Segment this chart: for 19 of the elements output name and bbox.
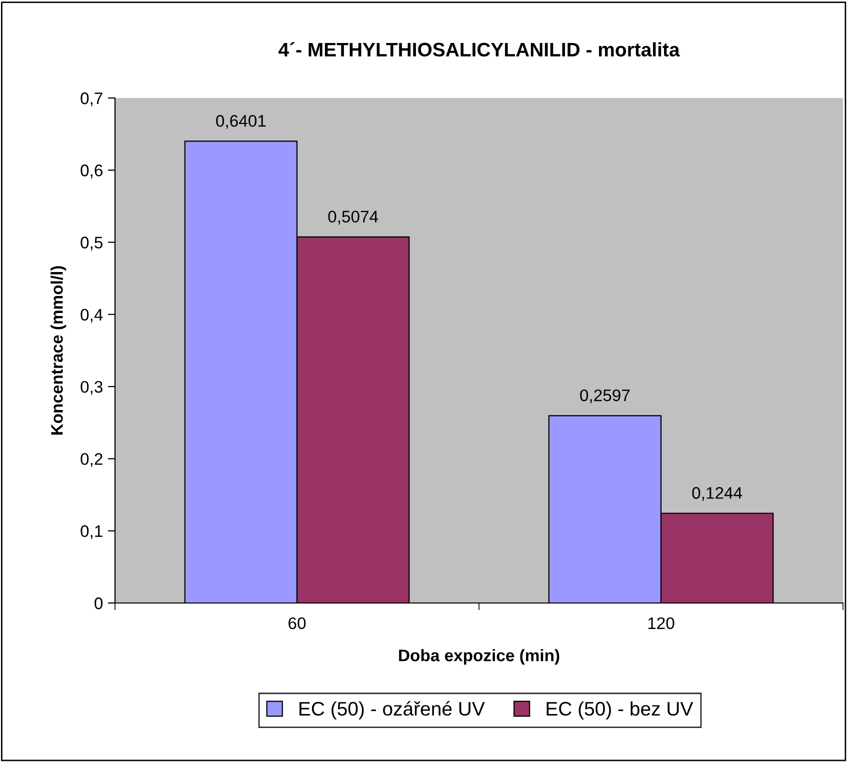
- y-tick-label: 0,2: [80, 453, 102, 467]
- x-axis-title: Doba expozice (min): [399, 649, 560, 665]
- y-tick-label: 0,7: [80, 92, 102, 106]
- y-tick-label: 0: [94, 597, 103, 610]
- data-label: 0,5074: [328, 210, 378, 225]
- x-tick-label: 60: [288, 617, 306, 630]
- y-tick-label: 0,6: [80, 164, 102, 178]
- y-tick-label: 0,4: [80, 308, 103, 323]
- y-tick-label: 0,3: [80, 380, 102, 395]
- chart-title: 4´- METHYLTHIOSALICYLANILID - mortalita: [278, 42, 680, 57]
- y-axis-title: Koncentrace (mmol/l): [50, 266, 66, 435]
- y-tick-label: 0,5: [80, 236, 102, 250]
- y-tick-label: 0,1: [80, 525, 102, 540]
- data-label: 0,6401: [216, 115, 266, 129]
- data-label: 0,1244: [692, 487, 742, 501]
- data-label: 0,2597: [580, 389, 630, 404]
- legend-label: EC (50) - bez UV: [546, 701, 694, 720]
- legend-label: EC (50) - ozářené UV: [300, 701, 485, 720]
- x-tick-label: 120: [648, 617, 674, 630]
